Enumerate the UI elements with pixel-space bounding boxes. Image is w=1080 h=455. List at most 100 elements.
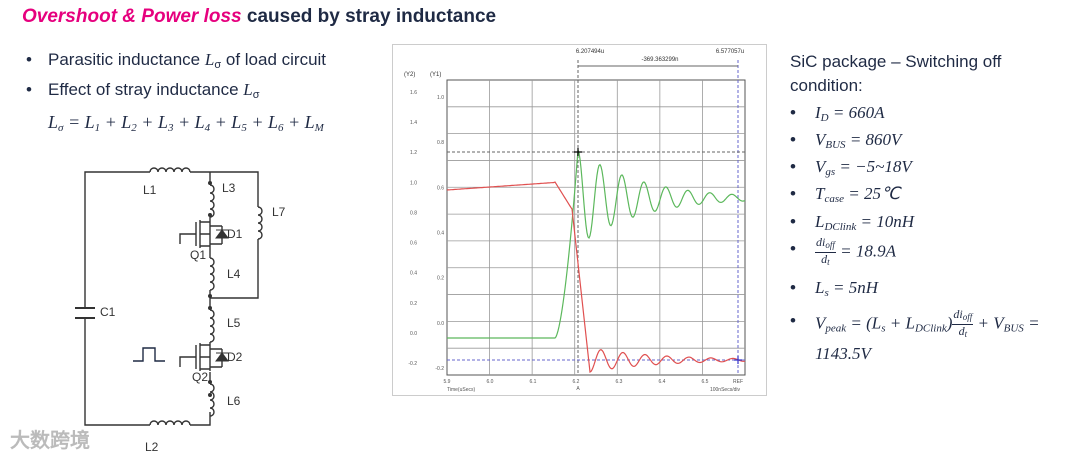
numerator: dioff	[815, 236, 836, 253]
cursor-marker	[734, 356, 742, 364]
bullet: • Ls = 5nH	[790, 275, 878, 306]
line: Parasitic inductance Lσ of load circuit	[48, 50, 326, 71]
text-run: = (L	[846, 313, 882, 333]
subscript: peak	[825, 322, 847, 335]
subscript: s	[881, 322, 886, 335]
denominator: dt	[952, 325, 973, 341]
x-tick-label: 6.2	[573, 379, 580, 385]
x-tick-label: 6.1	[530, 379, 537, 385]
x-tick-label: 5.9	[444, 379, 451, 385]
text-run: L	[815, 212, 825, 231]
scale-label: 100nSecs/div	[710, 387, 741, 393]
component-label: C1	[100, 305, 116, 319]
circuit-diagram: L1 L3 L7 D1 Q1 L4 C1 L5 D2 Q2 L6 L2	[75, 167, 286, 454]
subscript: gs	[825, 166, 836, 178]
line: VBUS = 860V	[815, 127, 901, 158]
text-run: L	[48, 112, 59, 132]
subscript: D	[820, 112, 829, 124]
text-run: + L	[885, 313, 915, 333]
y2-tick-label: 0.8	[410, 210, 417, 216]
subscript: BUS	[1003, 322, 1024, 335]
bullet: • VBUS = 860V	[790, 127, 901, 158]
bullet-dot: •	[26, 80, 32, 99]
inductor	[257, 206, 263, 240]
text-run: = 660A	[828, 103, 885, 122]
text-run: L	[243, 80, 253, 99]
text-run: + L	[210, 112, 242, 132]
bullet-dot: •	[26, 50, 32, 69]
node-dot	[208, 393, 212, 397]
text-run: T	[815, 184, 825, 203]
text-run: + L	[246, 112, 278, 132]
y1-tick-label: 0.6	[437, 185, 444, 191]
text-run: + L	[100, 112, 132, 132]
subscript: 3	[167, 122, 174, 134]
y1-tick-label: 0.4	[437, 231, 444, 237]
bullet-dot: •	[790, 278, 796, 297]
subscript: 5	[241, 122, 247, 134]
subscript: 2	[131, 122, 137, 134]
x-tick-label: 6.5	[702, 379, 709, 385]
bullet: • Effect of stray inductance Lσ	[26, 80, 260, 101]
cursor-a-label: A	[576, 386, 580, 392]
component-label: L4	[227, 267, 241, 281]
y1-tick-label: 1.0	[437, 95, 444, 101]
subscript: DClink	[914, 322, 947, 335]
plot-area	[446, 79, 746, 376]
y2-tick-label: 0.0	[410, 331, 417, 337]
heading-line: condition:	[790, 76, 863, 95]
waveform-plot: 6.207494u -369.363299n 6.577057u (Y2) (Y1) 1.…	[392, 44, 767, 396]
heading-line: SiC package – Switching off	[790, 52, 1002, 71]
subscript: off	[825, 240, 835, 250]
text-run: = 5nH	[828, 278, 878, 297]
fraction: dioff dt	[952, 308, 974, 341]
subscript: BUS	[825, 139, 846, 151]
text-run: Parasitic inductance	[48, 50, 205, 69]
cursor-label: 6.207494u	[576, 49, 604, 55]
bullet-dot: •	[790, 184, 796, 203]
text-run: di	[816, 235, 826, 249]
y2-tick-label: 0.2	[410, 301, 417, 307]
line: Ls = 5nH	[815, 275, 878, 306]
subscript: σ	[214, 59, 222, 71]
inductor	[209, 309, 215, 343]
bullet-dot: •	[790, 157, 796, 176]
text-run: L	[815, 278, 825, 297]
line: Effect of stray inductance Lσ	[48, 80, 260, 101]
text-run: + L	[283, 112, 315, 132]
subscript: 1	[94, 122, 101, 134]
bullet: • ID = 660A	[790, 100, 885, 131]
component-label: Q1	[190, 248, 206, 262]
y1-tick-label: 0.8	[437, 140, 444, 146]
component-label: L1	[143, 183, 157, 197]
line: Tcase = 25℃	[815, 181, 900, 212]
bullet-dot: •	[790, 130, 796, 149]
component-label: L3	[222, 181, 236, 195]
bullet-dot: •	[790, 103, 796, 122]
line: LDClink = 10nH	[815, 209, 914, 240]
text-run: = L	[63, 112, 95, 132]
subscript: t	[827, 257, 830, 267]
text-run: Effect of stray inductance	[48, 80, 244, 99]
text-run: of load circuit	[221, 50, 327, 69]
cursor-marker	[574, 148, 582, 156]
text-run: d	[821, 252, 828, 266]
wire	[84, 171, 259, 426]
cursor-label: 6.577057u	[716, 49, 744, 55]
inductor	[149, 420, 191, 426]
title-highlight: Overshoot & Power loss	[22, 6, 242, 27]
y1-tick-label: 0.0	[437, 321, 444, 327]
subscript: t	[964, 329, 968, 339]
text-run: d	[958, 324, 965, 338]
line: Vpeak = (Ls + LDClink) dioff dt + VBUS =	[815, 308, 1040, 341]
y2-tick-label: 1.4	[410, 120, 417, 126]
y2-tick-label: 0.6	[410, 241, 417, 247]
component-label: D1	[227, 227, 243, 241]
subscript: s	[824, 287, 829, 299]
mosfet	[179, 343, 223, 371]
component-label: L6	[227, 394, 241, 408]
y2-tick-label: 1.2	[410, 150, 417, 156]
y2-tick-label: 0.4	[410, 271, 417, 277]
watermark: 大数跨境	[10, 430, 90, 452]
component-label: L5	[227, 316, 241, 330]
